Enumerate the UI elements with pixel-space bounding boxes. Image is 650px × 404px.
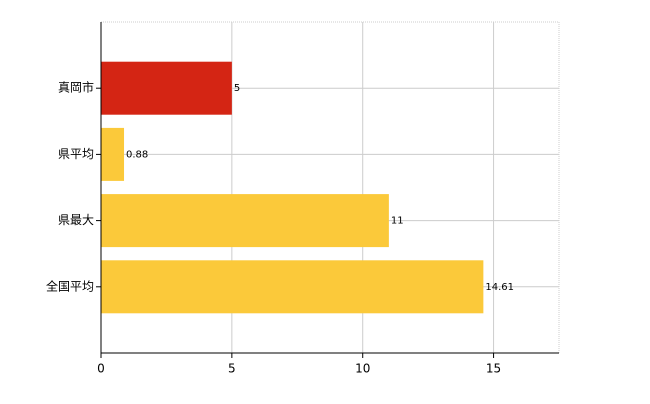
y-tick-label: 県最大: [58, 213, 94, 227]
y-tick-label: 真岡市: [58, 80, 94, 95]
bar: [101, 260, 484, 314]
bar: [101, 127, 125, 181]
bar: [101, 194, 389, 248]
value-label: 0.88: [126, 149, 148, 160]
value-label: 14.61: [485, 282, 514, 293]
y-tick-label: 県平均: [58, 147, 94, 161]
bar: [101, 61, 232, 115]
x-tick-label: 10: [355, 362, 370, 376]
x-tick-label: 5: [228, 362, 236, 376]
value-label: 11: [391, 216, 404, 227]
value-label: 5: [234, 83, 240, 94]
y-tick-label: 全国平均: [46, 278, 94, 293]
x-tick-label: 0: [97, 362, 105, 376]
x-tick-label: 15: [486, 362, 501, 376]
